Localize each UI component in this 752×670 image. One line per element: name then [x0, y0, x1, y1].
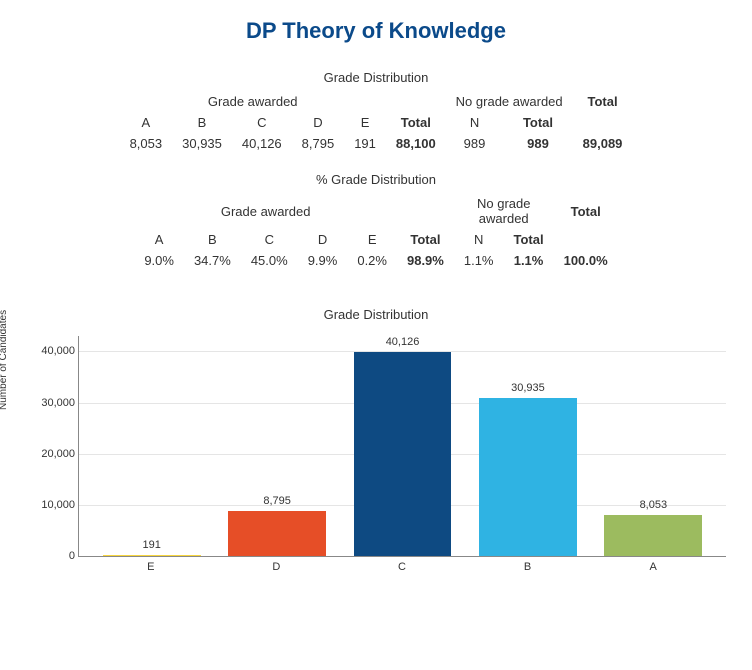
page-root: DP Theory of Knowledge Grade Distributio…: [0, 0, 752, 573]
pct-group-total: Total: [554, 193, 618, 229]
chart-bar-value-label: 191: [143, 539, 161, 551]
count-h-n: N: [446, 112, 504, 133]
pct-v-b: 34.7%: [184, 250, 241, 271]
chart-ytick: 30,000: [31, 397, 75, 409]
pct-h-total2: Total: [504, 229, 554, 250]
pct-v-d: 9.9%: [298, 250, 348, 271]
chart-bar: [354, 352, 452, 556]
y-axis-label: Number of Candidates: [0, 310, 9, 410]
pct-h-e: E: [347, 229, 397, 250]
chart-xtick: B: [465, 561, 591, 573]
chart-bars: 191 8,795 40,126 30,935 8,053: [79, 336, 726, 556]
chart-bar: [604, 515, 702, 556]
count-v-d: 8,795: [292, 133, 345, 154]
count-h-total1: Total: [386, 112, 446, 133]
pct-v-n: 1.1%: [454, 250, 504, 271]
chart-bar-value-label: 8,795: [263, 495, 291, 507]
pct-group-noaward: No grade awarded: [454, 193, 554, 229]
pct-header-row: A B C D E Total N Total: [134, 229, 617, 250]
count-v-n: 989: [446, 133, 504, 154]
pct-v-a: 9.0%: [134, 250, 184, 271]
pct-h-d: D: [298, 229, 348, 250]
pct-v-c: 45.0%: [241, 250, 298, 271]
count-h-b: B: [172, 112, 232, 133]
chart-bar-value-label: 30,935: [511, 382, 545, 394]
count-v-c: 40,126: [232, 133, 292, 154]
grade-bar-chart: Grade Distribution Number of Candidates …: [26, 307, 726, 573]
pct-data-row: 9.0% 34.7% 45.0% 9.9% 0.2% 98.9% 1.1% 1.…: [134, 250, 617, 271]
chart-xtick: D: [214, 561, 340, 573]
chart-bar-value-label: 8,053: [640, 499, 668, 511]
pct-h-c: C: [241, 229, 298, 250]
count-group-awarded: Grade awarded: [120, 91, 386, 112]
count-v-a: 8,053: [120, 133, 173, 154]
pct-group-awarded: Grade awarded: [134, 193, 397, 229]
chart-bar-slot: 8,053: [591, 336, 716, 556]
chart-bar-slot: 40,126: [340, 336, 465, 556]
count-v-total2: 989: [503, 133, 572, 154]
pct-v-total1: 98.9%: [397, 250, 454, 271]
chart-ytick: 10,000: [31, 499, 75, 511]
chart-xtick: E: [88, 561, 214, 573]
count-v-b: 30,935: [172, 133, 232, 154]
pct-h-a: A: [134, 229, 184, 250]
pct-v-e: 0.2%: [347, 250, 397, 271]
count-group-noaward: No grade awarded: [446, 91, 573, 112]
pct-table-title: % Grade Distribution: [0, 172, 752, 187]
pct-group-row: Grade awarded No grade awarded Total: [134, 193, 617, 229]
chart-x-axis: EDCBA: [78, 557, 726, 573]
chart-bar-slot: 191: [89, 336, 214, 556]
count-data-row: 8,053 30,935 40,126 8,795 191 88,100 989…: [120, 133, 633, 154]
pct-table: Grade awarded No grade awarded Total A B…: [134, 193, 617, 271]
count-group-row: Grade awarded No grade awarded Total: [120, 91, 633, 112]
count-h-d: D: [292, 112, 345, 133]
count-h-c: C: [232, 112, 292, 133]
count-header-row: A B C D E Total N Total: [120, 112, 633, 133]
pct-v-total2: 1.1%: [504, 250, 554, 271]
pct-h-total1: Total: [397, 229, 454, 250]
count-table-title: Grade Distribution: [0, 70, 752, 85]
count-h-e: E: [344, 112, 386, 133]
count-h-a: A: [120, 112, 173, 133]
pct-h-b: B: [184, 229, 241, 250]
count-table: Grade awarded No grade awarded Total A B…: [120, 91, 633, 154]
chart-bar: [103, 555, 201, 556]
chart-bar-slot: 8,795: [214, 336, 339, 556]
count-v-total1: 88,100: [386, 133, 446, 154]
chart-ytick: 0: [31, 550, 75, 562]
chart-xtick: C: [339, 561, 465, 573]
pct-v-grand: 100.0%: [554, 250, 618, 271]
pct-h-n: N: [454, 229, 504, 250]
chart-bar: [228, 511, 326, 556]
count-group-total: Total: [573, 91, 633, 112]
count-h-total2: Total: [503, 112, 572, 133]
chart-bar: [479, 398, 577, 556]
count-v-grand: 89,089: [573, 133, 633, 154]
page-title: DP Theory of Knowledge: [0, 18, 752, 44]
chart-plot-area: 010,00020,00030,00040,0001918,79540,1263…: [78, 336, 726, 557]
chart-xtick: A: [590, 561, 716, 573]
count-v-e: 191: [344, 133, 386, 154]
chart-title: Grade Distribution: [26, 307, 726, 322]
chart-bar-value-label: 40,126: [386, 336, 420, 348]
chart-ytick: 20,000: [31, 448, 75, 460]
chart-bar-slot: 30,935: [465, 336, 590, 556]
chart-ytick: 40,000: [31, 345, 75, 357]
